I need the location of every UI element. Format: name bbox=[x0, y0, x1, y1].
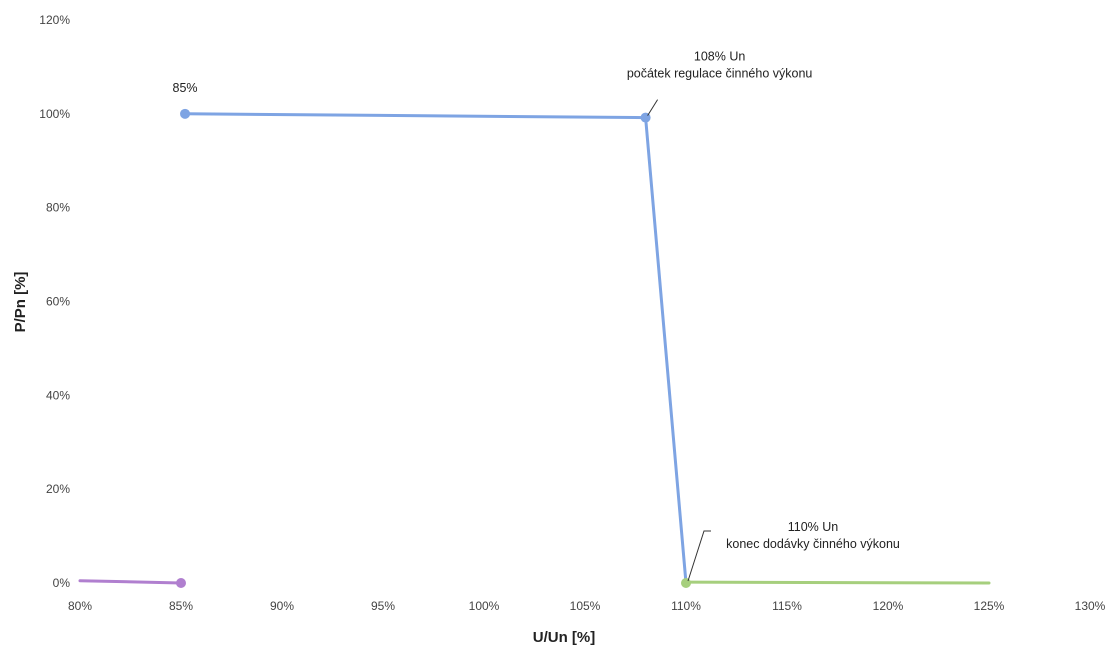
y-tick-label: 120% bbox=[39, 13, 70, 27]
series-line-1 bbox=[78, 579, 183, 585]
data-markers bbox=[176, 108, 691, 588]
y-tick-labels: 0% 20% 40% 60% 80% 100% 120% bbox=[39, 13, 70, 590]
x-tick-label: 125% bbox=[974, 599, 1005, 613]
x-tick-label: 120% bbox=[873, 599, 904, 613]
y-tick-label: 100% bbox=[39, 107, 70, 121]
data-point-marker bbox=[180, 108, 191, 119]
y-axis-title: P/Pn [%] bbox=[12, 272, 29, 333]
x-tick-label: 90% bbox=[270, 599, 294, 613]
data-point-marker bbox=[681, 578, 691, 588]
x-tick-labels: 80% 85% 90% 95% 100% 105% 110% 115% 120% 125% 130% bbox=[68, 599, 1106, 613]
y-tick-label: 0% bbox=[53, 576, 71, 590]
annotation-label: konec dodávky činného výkonu bbox=[726, 537, 900, 551]
y-tick-label: 80% bbox=[46, 201, 70, 215]
annotation-label: počátek regulace činného výkonu bbox=[627, 67, 813, 81]
annotations: 85% 108% Un počátek regulace činného výkon… bbox=[173, 50, 900, 582]
x-tick-label: 105% bbox=[570, 599, 601, 613]
x-tick-label: 130% bbox=[1075, 599, 1106, 613]
annotation-label: 110% Un bbox=[788, 520, 839, 534]
annotation-leader-line bbox=[687, 530, 711, 582]
series-lines bbox=[78, 112, 991, 585]
data-point-marker bbox=[176, 578, 186, 588]
x-tick-label: 80% bbox=[68, 599, 92, 613]
x-tick-label: 85% bbox=[169, 599, 193, 613]
x-tick-label: 115% bbox=[772, 599, 802, 613]
y-tick-label: 20% bbox=[46, 482, 70, 496]
x-tick-label: 95% bbox=[371, 599, 395, 613]
x-tick-label: 100% bbox=[469, 599, 500, 613]
y-tick-label: 60% bbox=[46, 295, 70, 309]
annotation-label: 85% bbox=[173, 81, 198, 95]
annotation-leader-line bbox=[647, 99, 659, 116]
series-line-2 bbox=[183, 112, 688, 585]
x-axis-title: U/Un [%] bbox=[533, 629, 596, 646]
y-tick-label: 40% bbox=[46, 388, 70, 402]
series-line-3 bbox=[684, 580, 991, 585]
annotation-label: 108% Un bbox=[694, 50, 745, 64]
x-tick-label: 110% bbox=[671, 599, 701, 613]
